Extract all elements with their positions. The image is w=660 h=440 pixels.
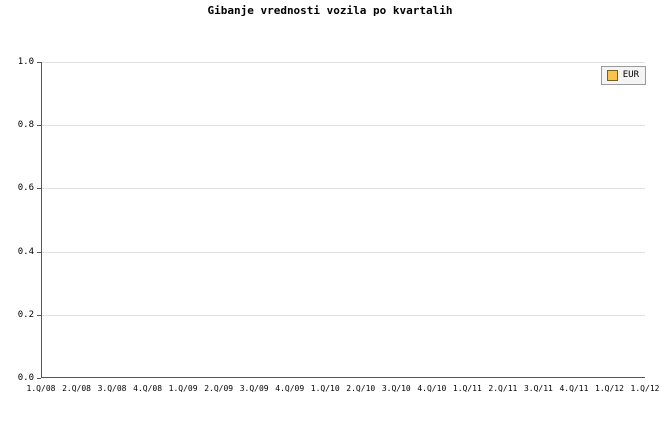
- y-axis-tick-mark: [37, 62, 41, 63]
- x-axis-tick-label: 3.Q/09: [239, 384, 269, 393]
- y-axis-tick-label: 0.8: [17, 120, 34, 131]
- x-axis-tick-label: 4.Q/10: [417, 384, 447, 393]
- legend-label-eur: EUR: [622, 70, 639, 80]
- y-axis-tick-mark: [37, 378, 41, 379]
- x-axis-tick-label: 4.Q/09: [275, 384, 305, 393]
- gridline: [42, 314, 645, 316]
- y-axis-tick-mark: [37, 314, 41, 316]
- y-axis-tick-label: 0.0: [17, 373, 34, 383]
- chart-legend[interactable]: EUR: [600, 66, 646, 85]
- x-axis-tick-label: 2.Q/11: [488, 384, 518, 393]
- x-axis-tick-label: 2.Q/10: [346, 384, 376, 393]
- x-axis-tick-label: 1.Q/11: [452, 384, 482, 393]
- y-axis-tick-label: 0.4: [17, 246, 34, 257]
- chart-title: Gibanje vrednosti vozila po kvartalih: [207, 4, 453, 17]
- x-axis-tick-label: 3.Q/11: [523, 384, 553, 393]
- gridline: [42, 251, 645, 253]
- x-axis-tick-label: 1.Q/08: [26, 384, 56, 393]
- x-axis-tick-label: 4.Q/11: [559, 384, 589, 393]
- y-axis-tick-label: 1.0: [17, 57, 34, 67]
- x-axis-tick-label: 4.Q/08: [133, 384, 163, 393]
- y-axis-tick-mark: [37, 188, 41, 190]
- x-axis-tick-label: 1.Q/12: [630, 384, 660, 393]
- plot-area: [41, 62, 645, 378]
- gridline: [42, 125, 645, 127]
- x-axis-tick-label: 1.Q/10: [310, 384, 340, 393]
- y-axis-tick-label: 0.6: [17, 183, 34, 194]
- x-axis-tick-label: 2.Q/09: [204, 384, 234, 393]
- gridline: [42, 188, 645, 190]
- x-axis-tick-label: 2.Q/08: [62, 384, 91, 393]
- y-axis-tick-mark: [37, 251, 41, 253]
- y-axis-tick-label: 0.2: [17, 309, 34, 320]
- gridline: [42, 62, 645, 63]
- x-axis-tick-label: 3.Q/10: [381, 384, 411, 393]
- y-axis-tick-mark: [37, 125, 41, 127]
- x-axis-tick-label: 1.Q/12: [595, 384, 624, 393]
- x-axis-tick-label: 1.Q/09: [168, 384, 198, 393]
- legend-swatch-eur: [606, 70, 618, 81]
- x-axis-tick-label: 3.Q/08: [97, 384, 127, 393]
